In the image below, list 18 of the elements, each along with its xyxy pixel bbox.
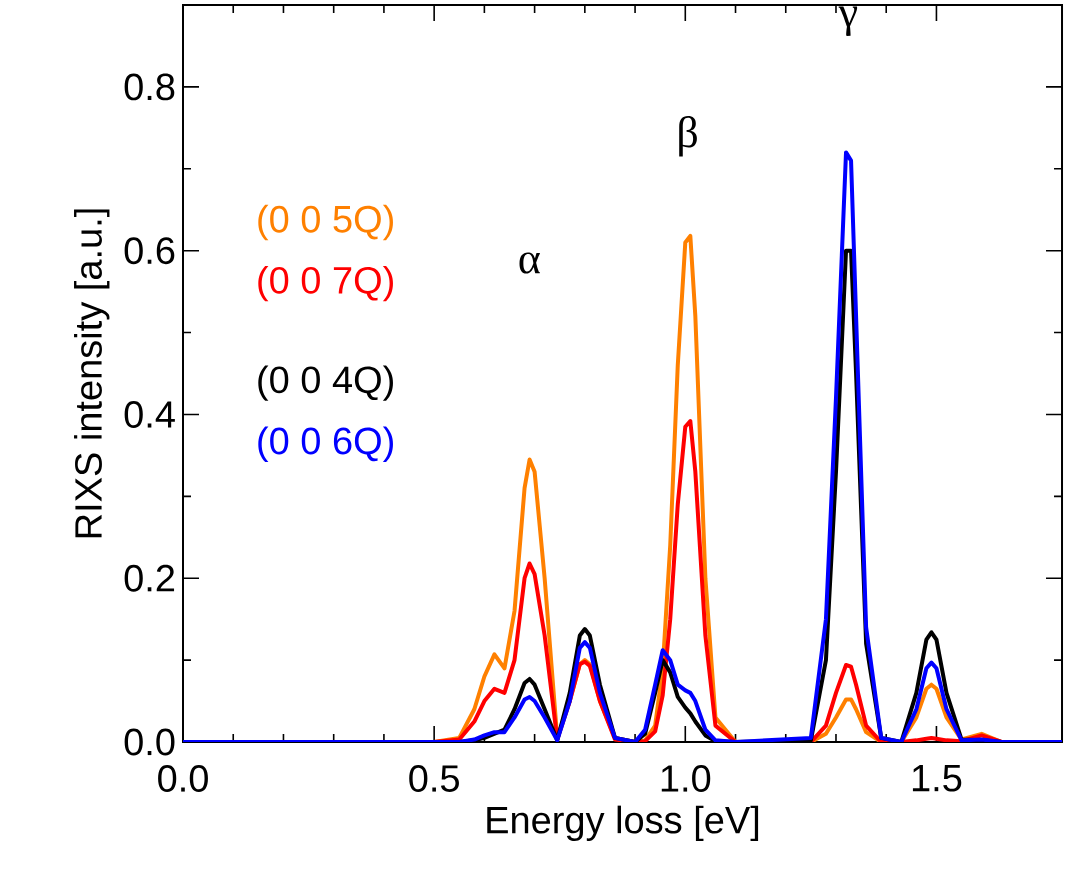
- y-tick-label: 0.6: [124, 237, 175, 265]
- annotation: γ: [838, 6, 858, 37]
- x-axis-title: Energy loss [eV]: [487, 805, 759, 842]
- y-tick-label: 0.2: [124, 564, 175, 592]
- text: (0 0 6Q): [258, 426, 393, 462]
- y-axis-title: RIXS intensity [a.u.]: [74, 209, 110, 538]
- annotation: β: [679, 116, 697, 157]
- y-tick-label: 0.8: [124, 73, 175, 101]
- annotation: α: [519, 252, 540, 274]
- x-tick-label: 1.0: [661, 765, 711, 792]
- x-tick-label: 0.5: [409, 765, 459, 792]
- text: (0 0 4Q): [258, 365, 393, 401]
- y-tick-label: 0.0: [124, 728, 175, 756]
- x-tick-label: 0.0: [158, 765, 208, 792]
- text: (0 0 5Q): [258, 204, 393, 241]
- text: (0 0 7Q): [258, 265, 393, 302]
- x-tick-label: 1.5: [912, 765, 962, 792]
- y-tick-label: 0.4: [124, 401, 175, 428]
